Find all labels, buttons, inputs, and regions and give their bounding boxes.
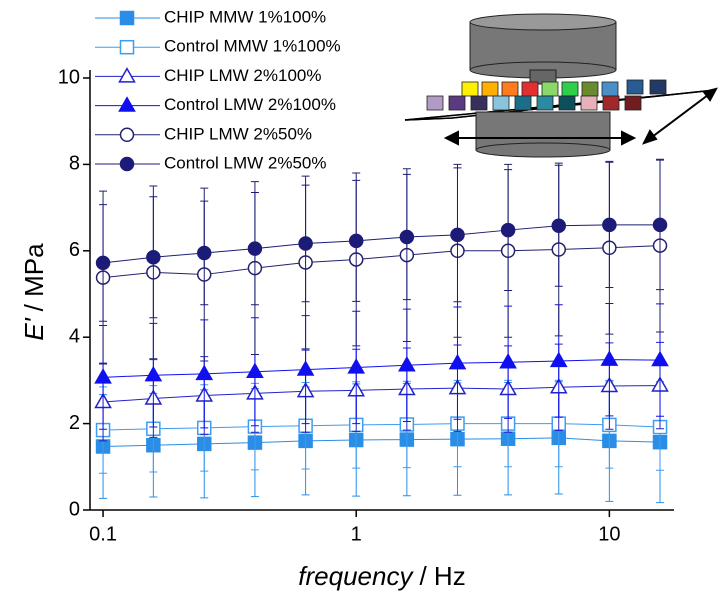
legend-label: Control LMW 2%100% <box>164 95 336 114</box>
legend-label: CHIP MMW 1%100% <box>164 7 326 26</box>
marker <box>551 218 567 233</box>
marker <box>651 350 669 367</box>
marker <box>499 352 517 369</box>
x-label-unit: / Hz <box>419 561 465 591</box>
marker <box>296 360 315 376</box>
legend-label: Control MMW 1%100% <box>164 37 341 56</box>
marker <box>602 217 617 233</box>
y-axis-label: E' / MPa <box>19 243 49 341</box>
y-tick-label: 2 <box>69 412 80 434</box>
marker <box>549 351 568 368</box>
series <box>94 341 669 442</box>
series-line <box>103 437 661 447</box>
series <box>95 379 668 504</box>
lower-cylinder-base <box>475 142 611 158</box>
marker <box>119 39 135 55</box>
marker <box>448 353 467 370</box>
marker <box>600 350 619 366</box>
marker <box>246 362 264 378</box>
series-line <box>103 359 661 378</box>
marker <box>146 250 161 265</box>
marker <box>144 365 163 382</box>
legend-label: CHIP LMW 2%50% <box>164 124 312 143</box>
axes <box>89 70 674 511</box>
y-label-symbol: E' <box>19 317 49 340</box>
legend-label: CHIP LMW 2%100% <box>164 66 321 85</box>
inset-illustration <box>404 13 718 158</box>
marker <box>398 355 416 372</box>
series <box>95 158 668 365</box>
marker <box>118 96 136 112</box>
marker <box>500 222 516 238</box>
marker <box>348 233 364 249</box>
y-tick-label: 6 <box>69 239 80 261</box>
x-tick-label: 1 <box>351 523 362 545</box>
y-tick-label: 0 <box>69 498 80 520</box>
marker <box>450 227 465 243</box>
marker <box>118 67 136 83</box>
marker <box>247 241 263 256</box>
y-label-unit: / MPa <box>19 243 49 311</box>
series <box>95 159 668 322</box>
x-tick-label: 0.1 <box>89 523 117 545</box>
marker <box>196 245 212 261</box>
y-tick-label: 8 <box>69 153 80 175</box>
y-tick-label: 4 <box>69 325 80 347</box>
motion-arrows <box>443 87 718 146</box>
marker <box>298 236 313 251</box>
series <box>95 379 668 474</box>
marker <box>119 156 135 172</box>
series-line <box>103 224 661 264</box>
upper-cylinder-top <box>469 13 617 31</box>
marker <box>399 229 415 245</box>
samples <box>426 79 667 111</box>
marker <box>347 358 366 374</box>
legend-label: Control LMW 2%50% <box>164 153 327 172</box>
marker <box>95 255 111 271</box>
marker <box>119 10 135 26</box>
x-label-symbol: frequency <box>298 561 414 591</box>
x-axis-label: frequency / Hz <box>298 561 465 591</box>
marker <box>652 217 668 233</box>
series-line <box>103 245 661 279</box>
series-line <box>103 423 661 431</box>
marker <box>119 127 135 143</box>
marker <box>94 368 112 384</box>
y-tick-label: 10 <box>58 66 80 88</box>
x-tick-label: 10 <box>598 523 620 545</box>
series-line <box>103 385 661 403</box>
marker <box>195 364 214 381</box>
series <box>94 303 669 430</box>
